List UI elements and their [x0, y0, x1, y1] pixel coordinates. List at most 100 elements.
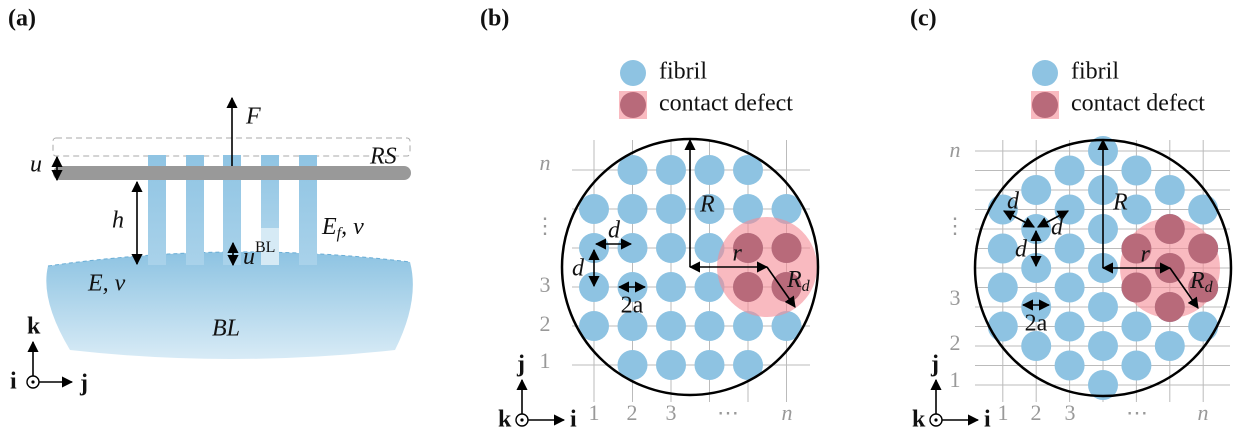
contact-defect: [733, 272, 763, 302]
row-label: 1: [950, 367, 961, 392]
col-label: ⋯: [717, 400, 739, 425]
fibril: [1088, 331, 1118, 361]
fibril: [618, 233, 648, 263]
fibril: [656, 155, 686, 185]
r-label: r: [733, 241, 743, 267]
axis-origin-dot: [934, 418, 937, 421]
fibril: [1188, 312, 1218, 342]
fibril: [579, 194, 609, 224]
col-label: ⋯: [1126, 400, 1148, 425]
fibril: [1055, 273, 1085, 303]
d-label: d: [1051, 215, 1064, 241]
axis-label: j: [930, 352, 939, 378]
diameter-label: 2a: [621, 293, 644, 319]
col-label: 2: [627, 400, 638, 425]
axis-label: k: [27, 314, 41, 340]
fibril: [988, 312, 1018, 342]
panel-label: (a): [8, 6, 36, 32]
legend-fibril: [1032, 60, 1058, 86]
axis-label: j: [79, 371, 88, 397]
u-label: u: [30, 152, 42, 178]
row-label: n: [950, 137, 961, 162]
fibril: [618, 194, 648, 224]
subscript: d: [1205, 279, 1214, 296]
figure: (a) F RS u h Ef, ν uBL E, ν BL k: [0, 0, 1250, 438]
d-label: d: [608, 218, 621, 244]
col-label: 1: [998, 400, 1009, 425]
contact-defect: [1188, 234, 1218, 264]
symbol: R: [786, 267, 802, 293]
legend-defect: [620, 92, 646, 118]
axis-label: i: [10, 369, 17, 395]
axis-label: i: [570, 407, 577, 433]
row-label: 3: [540, 272, 551, 297]
legend-label: contact defect: [1071, 91, 1205, 117]
basal-layer: [46, 252, 413, 359]
row-label: 1: [540, 348, 551, 373]
axis-label: j: [516, 352, 525, 378]
col-label: n: [782, 400, 793, 425]
fibril: [1021, 175, 1051, 205]
rigid-surface: [53, 166, 411, 180]
d-label: d: [1007, 189, 1020, 215]
symbol: E: [321, 214, 337, 240]
axis-label: k: [912, 407, 926, 433]
panel-label: (c): [910, 6, 937, 32]
col-label: 3: [666, 400, 677, 425]
panel-c: (c)fibrilcontact defectn⋮321123⋯nRrRdddd…: [910, 6, 1231, 433]
row-label: ⋮: [944, 213, 966, 238]
rs-label: RS: [369, 144, 397, 170]
fibril: [656, 350, 686, 380]
fibril: [1121, 156, 1151, 186]
radius-label: R: [699, 192, 715, 218]
contact-defect: [1155, 292, 1185, 322]
row-label: 3: [950, 285, 961, 310]
d-label: d: [1015, 237, 1028, 263]
fibril: [1055, 156, 1085, 186]
fibril: [1121, 351, 1151, 381]
axis-origin-dot: [520, 418, 523, 421]
h-label: h: [112, 208, 124, 234]
fibril: [695, 155, 725, 185]
fibril: [1155, 175, 1185, 205]
legend-defect: [1032, 92, 1058, 118]
row-label: 2: [540, 311, 551, 336]
row-label: n: [540, 150, 551, 175]
col-label: 2: [1031, 400, 1042, 425]
fibril: [695, 311, 725, 341]
fibril: [988, 234, 1018, 264]
legend-label: fibril: [1071, 59, 1119, 85]
axis-label: i: [984, 407, 991, 433]
fibril: [988, 273, 1018, 303]
diameter-label: 2a: [1025, 311, 1048, 337]
fibril: [656, 272, 686, 302]
col-label: 3: [1065, 400, 1076, 425]
radius-label: R: [1112, 190, 1128, 216]
fibril: [695, 350, 725, 380]
bl-label: BL: [212, 316, 240, 342]
bl-modulus: E, ν: [87, 271, 126, 297]
force-label: F: [245, 104, 261, 130]
fibril: [656, 194, 686, 224]
superscript: BL: [255, 239, 275, 256]
panel-a: (a) F RS u h Ef, ν uBL E, ν BL k: [8, 6, 413, 397]
fibril: [656, 233, 686, 263]
fibril: [1121, 312, 1151, 342]
fibril: [1088, 292, 1118, 322]
col-label: n: [1198, 400, 1209, 425]
d-label: d: [572, 256, 585, 282]
legend-fibril: [620, 60, 646, 86]
legend-label: contact defect: [659, 91, 793, 117]
contact-defect: [1155, 214, 1185, 244]
fibril: [1188, 195, 1218, 225]
contact-defect: [772, 233, 802, 263]
row-label: 2: [950, 330, 961, 355]
contact-defect: [1121, 273, 1151, 303]
fibril: [1155, 331, 1185, 361]
fibril-modulus: Ef, ν: [321, 214, 364, 242]
r-label: r: [1141, 242, 1151, 268]
symbol: u: [243, 244, 255, 270]
fibril: [1055, 351, 1085, 381]
fibril: [1055, 312, 1085, 342]
subscript: d: [802, 278, 811, 295]
